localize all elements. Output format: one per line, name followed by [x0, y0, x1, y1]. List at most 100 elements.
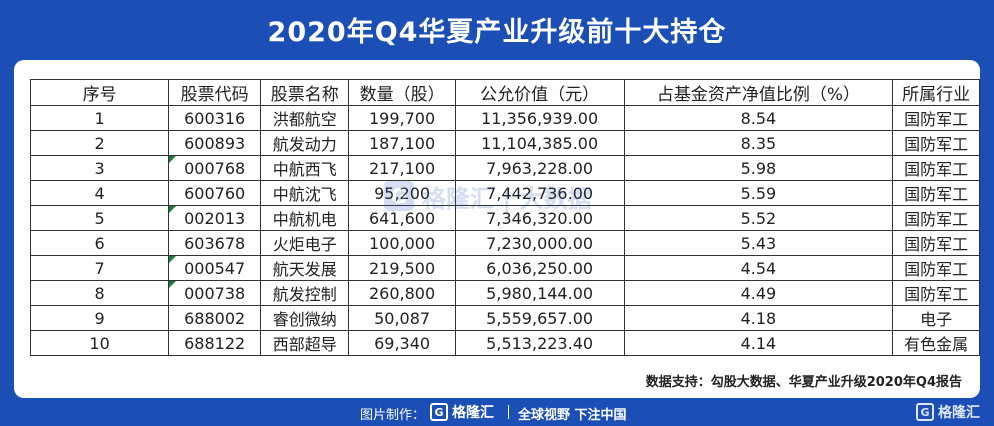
made-by-label: 图片制作：: [360, 408, 426, 423]
row-name-text: 睿创微纳: [272, 310, 337, 329]
row-pct-text: 8.54: [740, 108, 777, 128]
row-industry-text: 国防军工: [904, 185, 969, 204]
row-no-text: 6: [94, 233, 105, 253]
row-code-text: 603678: [184, 233, 246, 253]
row-code: 002013: [168, 205, 262, 231]
row-pct: 5.43: [623, 230, 894, 256]
row-pct: 8.35: [623, 130, 894, 156]
row-value-text: 7,346,320.00: [486, 208, 594, 228]
row-no: 10: [29, 330, 170, 356]
row-no-text: 10: [89, 333, 110, 353]
footer-right-logo-text: 格隆汇: [938, 405, 980, 421]
row-pct: 4.54: [623, 255, 894, 281]
row-no-text: 1: [94, 108, 105, 128]
gelonghui-right-logo-icon: G: [916, 403, 934, 421]
table-row: 6 603678 火炬电子 100,000 7,230,000.00 5.43 国防军工: [29, 230, 980, 256]
error-flag-icon: [169, 281, 177, 288]
row-no: 5: [29, 205, 170, 231]
row-no-text: 7: [94, 258, 105, 278]
row-name-text: 火炬电子: [272, 235, 337, 254]
row-code-text: 000547: [184, 258, 246, 278]
header-name: 股票名称: [260, 79, 350, 106]
row-code-text: 600893: [184, 133, 246, 153]
row-code: 600760: [168, 180, 262, 206]
holdings-table: 序号 股票代码 股票名称 数量（股） 公允价值（元） 占基金资产净值比例（%） …: [29, 79, 980, 356]
row-qty-text: 50,087: [374, 308, 431, 328]
data-source: 数据支持：勾股大数据、华夏产业升级2020年Q4报告: [645, 375, 962, 390]
footer-divider: [508, 405, 509, 419]
row-name-text: 西部超导: [272, 335, 337, 354]
row-value: 7,346,320.00: [454, 205, 625, 231]
row-value-text: 7,963,228.00: [486, 158, 594, 178]
row-value-text: 11,104,385.00: [481, 133, 599, 153]
row-value-text: 5,513,223.40: [486, 333, 594, 353]
table-row: 10 688122 西部超导 69,340 5,513,223.40 4.14 有色金属: [29, 330, 980, 356]
row-no-text: 9: [94, 308, 105, 328]
row-qty: 217,100: [348, 155, 456, 181]
row-value-text: 7,442,736.00: [486, 183, 594, 203]
row-name: 火炬电子: [260, 230, 350, 256]
row-industry: 国防军工: [892, 280, 980, 306]
row-pct-text: 8.35: [740, 133, 777, 153]
row-code-text: 688122: [184, 333, 246, 353]
row-no-text: 2: [94, 133, 105, 153]
row-value: 7,442,736.00: [454, 180, 625, 206]
row-industry: 国防军工: [892, 105, 980, 131]
row-industry: 有色金属: [892, 330, 980, 356]
row-name-text: 航天发展: [272, 260, 337, 279]
row-industry: 国防军工: [892, 230, 980, 256]
row-name: 中航机电: [260, 205, 350, 231]
row-qty: 95,200: [348, 180, 456, 206]
row-industry: 国防军工: [892, 155, 980, 181]
row-no: 9: [29, 305, 170, 331]
row-code: 600893: [168, 130, 262, 156]
row-industry-text: 有色金属: [904, 335, 969, 354]
row-name: 中航西飞: [260, 155, 350, 181]
row-name: 中航沈飞: [260, 180, 350, 206]
row-qty-text: 187,100: [369, 133, 436, 153]
row-no-text: 4: [94, 183, 105, 203]
row-value: 5,559,657.00: [454, 305, 625, 331]
row-qty-text: 100,000: [369, 233, 436, 253]
row-qty-text: 260,800: [369, 283, 436, 303]
table-row: 3 000768 中航西飞 217,100 7,963,228.00 5.98 国防军工: [29, 155, 980, 181]
row-value-text: 11,356,939.00: [481, 108, 599, 128]
row-name-text: 中航沈飞: [272, 185, 337, 204]
gelonghui-logo-icon: G: [430, 403, 448, 421]
table-row: 5 002013 中航机电 641,600 7,346,320.00 5.52 国防军工: [29, 205, 980, 231]
row-pct: 8.54: [623, 105, 894, 131]
table-header-row: 序号 股票代码 股票名称 数量（股） 公允价值（元） 占基金资产净值比例（%） …: [29, 79, 980, 106]
row-code-text: 600316: [184, 108, 246, 128]
row-qty: 100,000: [348, 230, 456, 256]
row-no: 6: [29, 230, 170, 256]
row-industry-text: 国防军工: [904, 235, 969, 254]
row-value: 6,036,250.00: [454, 255, 625, 281]
row-value: 5,980,144.00: [454, 280, 625, 306]
row-code-text: 000738: [184, 283, 246, 303]
row-industry-text: 国防军工: [904, 160, 969, 179]
table-row: 7 000547 航天发展 219,500 6,036,250.00 4.54 国防军工: [29, 255, 980, 281]
row-industry-text: 国防军工: [904, 260, 969, 279]
row-no: 8: [29, 280, 170, 306]
row-qty: 50,087: [348, 305, 456, 331]
row-qty-text: 641,600: [369, 208, 436, 228]
row-value: 11,356,939.00: [454, 105, 625, 131]
row-qty-text: 199,700: [369, 108, 436, 128]
row-name: 洪都航空: [260, 105, 350, 131]
row-value-text: 5,980,144.00: [486, 283, 594, 303]
row-pct-text: 4.49: [740, 283, 777, 303]
row-no-text: 8: [94, 283, 105, 303]
page-title: 2020年Q4华夏产业升级前十大持仓: [267, 16, 727, 48]
row-industry: 国防军工: [892, 180, 980, 206]
row-no: 7: [29, 255, 170, 281]
row-no: 1: [29, 105, 170, 131]
header-value: 公允价值（元）: [454, 79, 625, 106]
row-no: 4: [29, 180, 170, 206]
row-industry-text: 国防军工: [904, 110, 969, 129]
row-qty: 260,800: [348, 280, 456, 306]
row-name: 睿创微纳: [260, 305, 350, 331]
footer-right-logo: G 格隆汇: [916, 402, 980, 422]
row-qty-text: 69,340: [374, 333, 431, 353]
table-row: 4 600760 中航沈飞 95,200 7,442,736.00 5.59 国防军工: [29, 180, 980, 206]
row-name-text: 航发动力: [272, 135, 337, 154]
